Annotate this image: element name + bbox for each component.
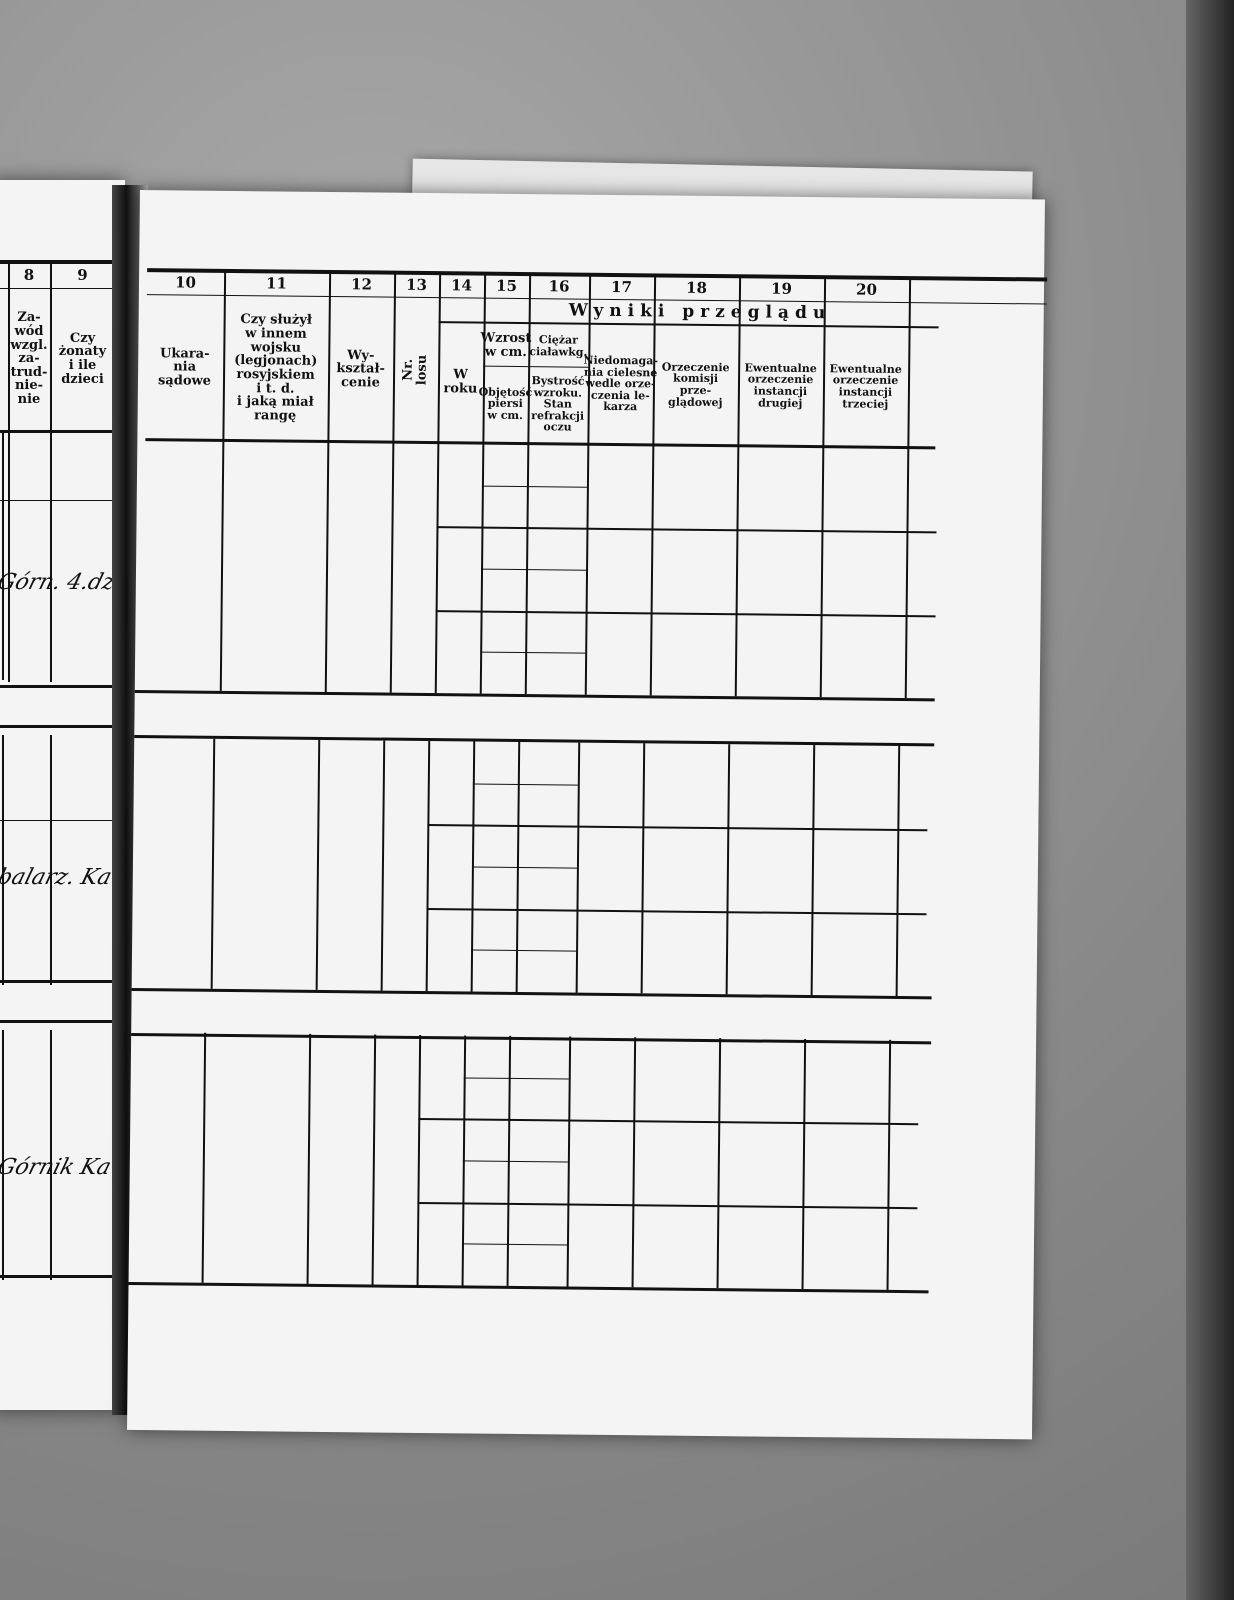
column-header: Czy żonaty i ile dzieci (58, 330, 107, 387)
column-rule (716, 1038, 722, 1289)
column-rule (725, 744, 731, 995)
measure-sub-rule (463, 1077, 569, 1080)
column-header-top: Wzrost w cm. (480, 330, 532, 361)
column-rule (801, 1039, 807, 1290)
column-rule (50, 1030, 52, 1280)
column-rule (2, 735, 4, 985)
column-number: 15 (495, 276, 518, 296)
rule-line (0, 820, 115, 821)
column-number: 8 (23, 266, 35, 285)
column-number: 13 (405, 275, 428, 295)
column-rule (2, 1030, 4, 1280)
record-top-rule (131, 1032, 932, 1045)
record-separator (0, 1275, 115, 1278)
measure-sub-rule (481, 568, 587, 571)
measure-sub-rule (481, 485, 587, 488)
column-rule (2, 430, 4, 680)
column-number: 12 (350, 275, 373, 294)
sub-row-rule (418, 1118, 919, 1126)
column-header: Ewentualne orzeczenie instancji trzeciej (829, 362, 902, 411)
measure-sub-rule (461, 1243, 567, 1246)
scan-edge (1186, 0, 1234, 1600)
column-rule (416, 1034, 422, 1285)
record-bottom-rule (134, 689, 935, 702)
column-rule (389, 442, 395, 693)
sub-row-rule (426, 907, 927, 915)
column-header-bottom: Objętość piersi w cm. (478, 385, 533, 422)
column-rule (8, 262, 10, 682)
column-rule (201, 1032, 207, 1283)
column-number: 14 (450, 276, 473, 295)
group-header: Wyniki przeglądu (568, 300, 832, 324)
column-rule (306, 1033, 312, 1284)
sub-row-rule (427, 824, 928, 832)
column-rule (324, 441, 330, 692)
column-header-bottom: Bystrość wzroku. Stan refrakcji oczu (531, 374, 585, 434)
column-rule (904, 448, 910, 699)
header-top-rule (0, 260, 115, 264)
column-number: 20 (855, 280, 878, 299)
record-bottom-rule (128, 1281, 929, 1294)
column-header: W roku (443, 367, 478, 397)
column-rule (649, 445, 655, 696)
sub-row-rule (435, 609, 936, 618)
column-rule (315, 739, 321, 990)
measure-sub-rule (462, 1160, 568, 1163)
column-rule (219, 440, 225, 691)
rule-line (0, 500, 115, 501)
column-number: 10 (175, 273, 197, 292)
measure-sub-rule (472, 783, 578, 786)
column-rule (886, 1039, 892, 1290)
column-header: Ewentualne orzeczenie instancji drugiej (744, 361, 817, 410)
record-separator (0, 725, 115, 728)
column-rule (895, 745, 901, 996)
column-rule (907, 278, 912, 449)
sub-row-rule (436, 526, 937, 534)
record-separator (0, 1020, 115, 1023)
measure-sub-rule (471, 866, 577, 869)
column-rule (371, 1034, 377, 1285)
column-rule (50, 735, 52, 985)
column-rule (210, 738, 216, 989)
column-number: 18 (685, 278, 708, 298)
column-header: Ukara- nia sądowe (157, 345, 212, 389)
header-bottom-rule (0, 430, 115, 433)
column-rule (434, 443, 440, 694)
column-header: Orzeczenie komisji prze- glądowej (661, 360, 730, 409)
column-rule (425, 741, 431, 992)
handwritten-entry: Górn. 4.dz. (0, 570, 125, 595)
column-number: 11 (265, 274, 288, 293)
sub-row-rule (417, 1201, 918, 1209)
measure-sub-rule (480, 651, 586, 655)
column-rule (640, 743, 646, 994)
right-page: 10 Ukara- nia sądowe 11 Czy służył w innem … (127, 190, 1048, 1440)
column-header: Niedomaga- nia cielesne wedle orze- czen… (583, 353, 659, 414)
record-separator (0, 980, 115, 983)
measure-sub-rule (471, 949, 577, 952)
rule-line (0, 288, 115, 289)
column-number: 17 (610, 278, 633, 297)
column-header: Za- wód wzgl. za- trud- nie- nie (10, 310, 48, 408)
column-rule (810, 745, 816, 996)
column-header: Czy służył w innem wojsku (legjonach) ro… (234, 312, 318, 424)
column-header-top: Ciężar ciaławkg. (529, 333, 588, 359)
record-separator (0, 685, 115, 688)
column-rule (631, 1037, 637, 1288)
column-number: 9 (77, 266, 88, 285)
column-rule (380, 740, 386, 991)
column-number: 19 (770, 279, 793, 298)
column-rule (50, 430, 52, 680)
column-number: 16 (548, 277, 570, 296)
column-rule (734, 446, 740, 697)
left-page: 8 Za- wód wzgl. za- trud- nie- nie 9 Czy żo… (0, 180, 138, 1410)
column-rule (819, 447, 825, 698)
